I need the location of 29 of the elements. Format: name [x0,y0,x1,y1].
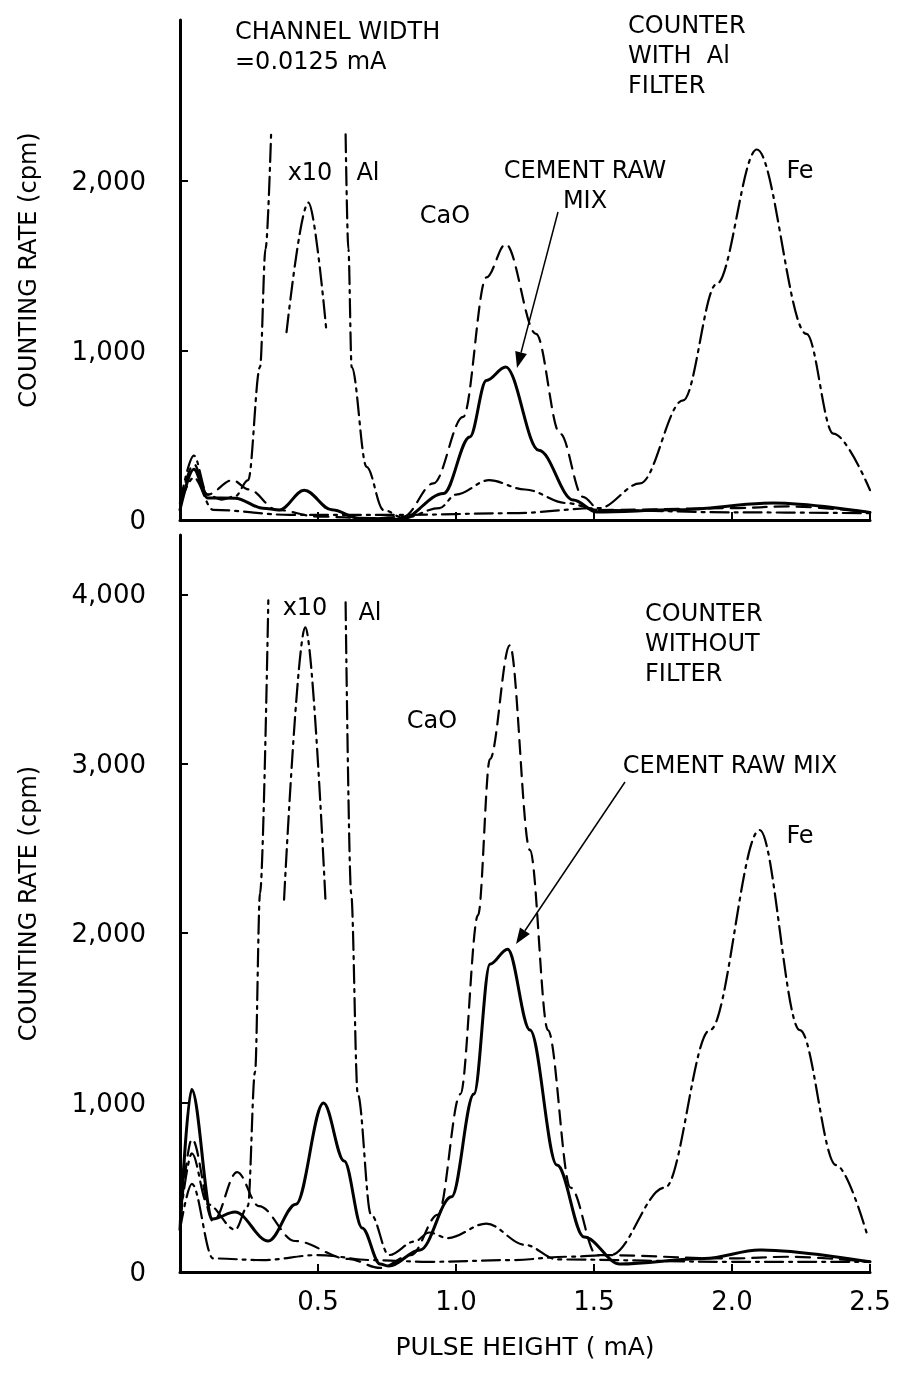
annotation: COUNTER WITHOUT FILTER [645,599,763,687]
y-tick-label: 0 [129,505,146,535]
y-tick-label: 4,000 [71,579,146,610]
y-axis-title: COUNTING RATE (cpm) [14,132,42,408]
annotation: Al [358,598,382,626]
annotation: COUNTER WITH Al FILTER [628,11,746,99]
y-tick-label: 2,000 [71,918,146,949]
x-tick-label: 2.0 [711,1286,753,1316]
annotation: Al [356,158,380,186]
x-tick-label: 1.0 [435,1286,477,1316]
annotation: Fe [786,156,814,184]
x-tick-label: 2.5 [849,1286,891,1316]
annotation: x10 [287,158,333,186]
y-tick-label: 1,000 [71,335,146,366]
annotation: CaO [419,201,471,229]
annotation: Fe [786,821,814,849]
y-tick-label: 1,000 [71,1087,146,1118]
x-tick-label: 1.5 [573,1286,615,1316]
x-axis-title: PULSE HEIGHT ( mA) [395,1332,655,1361]
annotation: CEMENT RAW MIX [503,156,667,214]
x-tick-label: 0.5 [297,1286,339,1316]
y-tick-label: 3,000 [71,748,146,779]
annotation: CHANNEL WIDTH =0.0125 mA [235,17,441,75]
y-axis-title: COUNTING RATE (cpm) [14,765,42,1042]
annotation: CEMENT RAW MIX [622,751,838,779]
annotation: x10 [282,593,328,621]
y-tick-label: 2,000 [71,166,146,197]
y-tick-label: 0 [129,1257,146,1287]
annotation: CaO [406,706,458,734]
